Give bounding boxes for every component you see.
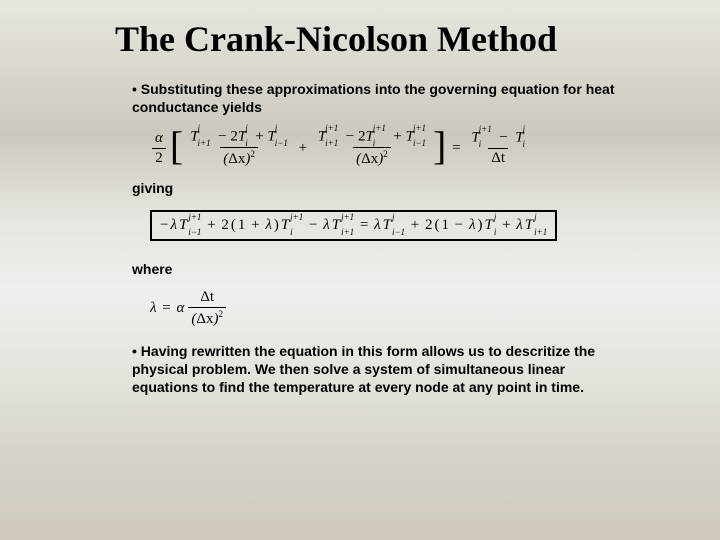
page-title: The Crank-Nicolson Method xyxy=(115,18,680,60)
label-giving: giving xyxy=(132,180,680,196)
slide: The Crank-Nicolson Method Substituting t… xyxy=(0,0,720,540)
bullet-2: Having rewritten the equation in this fo… xyxy=(132,342,620,397)
equation-3: λ = α Δt (Δx)2 xyxy=(150,289,680,328)
equation-2-box: −λTj+1i−1 + 2(1 + λ)Tj+1i − λTj+1i+1 = λ… xyxy=(150,210,557,241)
bullet-1: Substituting these approximations into t… xyxy=(132,80,620,116)
equation-1: α 2 [ Tji+1 − 2Tji + Tji−1 (Δx)2 + Tj+1i… xyxy=(150,128,680,168)
label-where: where xyxy=(132,261,680,277)
equation-2: −λTj+1i−1 + 2(1 + λ)Tj+1i − λTj+1i+1 = λ… xyxy=(160,217,547,235)
